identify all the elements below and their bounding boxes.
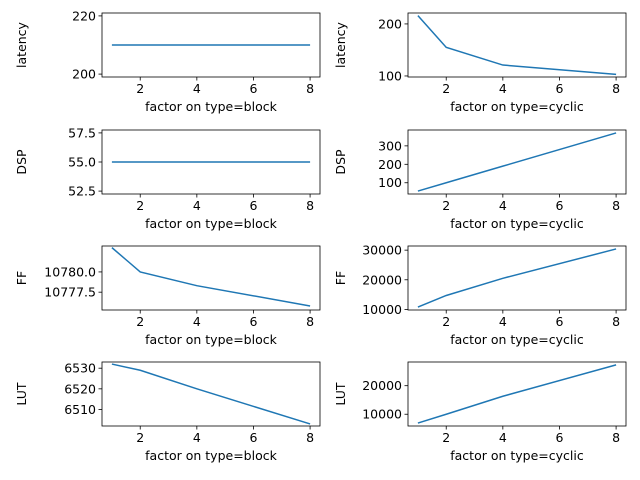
x-tick-label: 2 (136, 314, 144, 329)
x-tick-label: 4 (193, 198, 201, 213)
y-axis-label: LUT (14, 382, 29, 405)
x-tick-label: 8 (306, 198, 314, 213)
y-axis-label: FF (333, 271, 348, 285)
x-tick-label: 4 (193, 430, 201, 445)
y-tick-label: 300 (378, 138, 402, 153)
series-line (417, 132, 617, 192)
subplot-3: 2 4 6 8 52.5 55.0 57.5 factor on type=block DSP (14, 125, 321, 231)
y-tick-label: 6530 (64, 361, 96, 376)
x-axis-label: factor on type=block (145, 99, 277, 114)
y-axis-label: DSP (14, 149, 29, 175)
x-tick-label: 8 (306, 81, 314, 96)
x-tick-label: 6 (555, 81, 563, 96)
x-tick-label: 6 (249, 198, 257, 213)
series-line (111, 363, 311, 425)
subplot-7: 2 4 6 8 6510 6520 6530 factor on type=block LUT (14, 361, 321, 463)
y-tick-label: 20000 (362, 272, 402, 287)
x-tick-label: 6 (249, 81, 257, 96)
x-tick-label: 8 (306, 314, 314, 329)
series-line (417, 15, 617, 76)
axes-frame (407, 361, 627, 427)
x-axis-label: factor on type=cyclic (450, 99, 584, 114)
y-tick-label: 10777.5 (44, 285, 96, 300)
x-tick-label: 4 (499, 198, 507, 213)
x-tick-label: 6 (555, 314, 563, 329)
x-tick-label: 8 (612, 81, 620, 96)
axes-frame (407, 12, 627, 78)
series-line (417, 364, 617, 424)
axes-frame (101, 129, 321, 195)
y-tick-label: 6510 (64, 402, 96, 417)
x-tick-label: 8 (306, 430, 314, 445)
y-tick-label: 10000 (362, 407, 402, 422)
y-axis-label: latency (333, 21, 348, 68)
x-tick-label: 4 (499, 430, 507, 445)
y-axis-label: DSP (333, 149, 348, 175)
series-line (417, 248, 617, 308)
y-tick-label: 55.0 (68, 155, 96, 170)
series-line (111, 247, 311, 307)
y-tick-label: 10000 (362, 302, 402, 317)
axes-frame (101, 245, 321, 311)
y-tick-label: 57.5 (68, 125, 96, 140)
x-tick-label: 2 (442, 314, 450, 329)
x-tick-label: 6 (555, 198, 563, 213)
x-tick-label: 4 (499, 81, 507, 96)
y-tick-label: 200 (378, 157, 402, 172)
x-axis-label: factor on type=block (145, 448, 277, 463)
x-tick-label: 4 (193, 81, 201, 96)
y-tick-label: 30000 (362, 243, 402, 258)
y-tick-label: 100 (378, 175, 402, 190)
x-tick-label: 2 (442, 198, 450, 213)
y-tick-label: 10780.0 (44, 264, 96, 279)
y-axis-label: FF (14, 271, 29, 285)
axes-frame (407, 245, 627, 311)
x-tick-label: 4 (499, 314, 507, 329)
x-axis-label: factor on type=block (145, 216, 277, 231)
axes-frame (407, 129, 627, 195)
x-axis-label: factor on type=block (145, 332, 277, 347)
subplot-1: 2 4 6 8 200 220 factor on type=block latency (14, 8, 321, 114)
x-tick-label: 6 (249, 314, 257, 329)
x-tick-label: 8 (612, 314, 620, 329)
y-tick-label: 52.5 (68, 184, 96, 199)
y-tick-label: 220 (72, 8, 96, 23)
y-tick-label: 20000 (362, 378, 402, 393)
x-tick-label: 2 (136, 430, 144, 445)
x-tick-label: 2 (136, 198, 144, 213)
x-tick-label: 8 (612, 430, 620, 445)
y-tick-label: 6520 (64, 381, 96, 396)
subplot-2: 2 4 6 8 100 200 factor on type=cyclic latency (333, 12, 627, 114)
axes-frame (101, 361, 321, 427)
x-axis-label: factor on type=cyclic (450, 448, 584, 463)
x-tick-label: 2 (442, 430, 450, 445)
y-tick-label: 200 (72, 67, 96, 82)
subplot-8: 2 4 6 8 10000 20000 factor on type=cyclic LUT (333, 361, 627, 463)
y-tick-label: 100 (378, 68, 402, 83)
x-axis-label: factor on type=cyclic (450, 332, 584, 347)
y-axis-label: LUT (333, 382, 348, 405)
subplot-5: 2 4 6 8 10777.5 10780.0 factor on type=block FF (14, 245, 321, 347)
x-axis-label: factor on type=cyclic (450, 216, 584, 231)
x-tick-label: 2 (442, 81, 450, 96)
y-tick-label: 200 (378, 16, 402, 31)
subplot-4: 2 4 6 8 100 200 300 factor on type=cyclic DSP (333, 129, 627, 231)
x-tick-label: 2 (136, 81, 144, 96)
axes-frame (101, 12, 321, 78)
subplot-6: 2 4 6 8 10000 20000 30000 factor on type=cyclic… (333, 243, 627, 347)
x-tick-label: 8 (612, 198, 620, 213)
y-axis-label: latency (14, 21, 29, 68)
x-tick-label: 6 (555, 430, 563, 445)
x-tick-label: 4 (193, 314, 201, 329)
x-tick-label: 6 (249, 430, 257, 445)
